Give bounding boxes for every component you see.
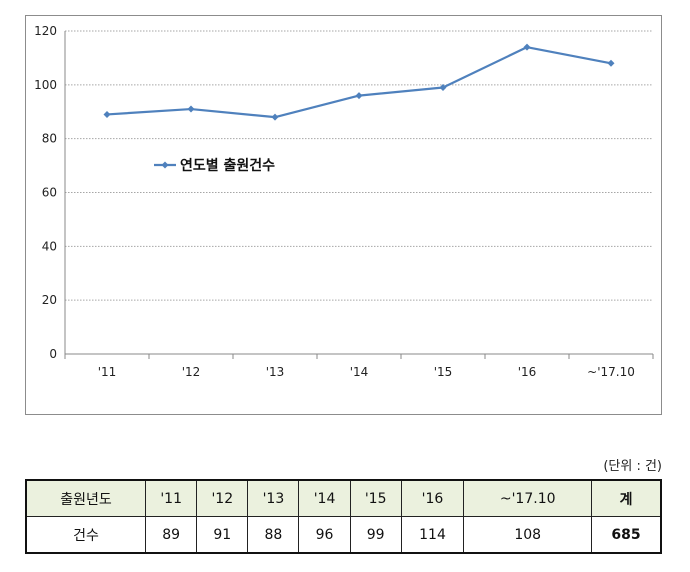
year-cell: '16 [400, 479, 465, 517]
y-tick-label: 120 [34, 24, 57, 38]
x-tick-label: '12 [182, 365, 201, 379]
count-cell: 89 [145, 516, 198, 554]
data-point [103, 110, 111, 118]
year-cell: '13 [247, 479, 300, 517]
year-cell: ~'17.10 [463, 479, 593, 517]
count-cell: 88 [247, 516, 300, 554]
y-tick-label: 40 [42, 239, 57, 253]
y-tick-label: 80 [42, 132, 57, 146]
x-tick-label: ~'17.10 [587, 365, 635, 379]
data-point [187, 105, 195, 113]
x-tick-label: '13 [266, 365, 285, 379]
data-point [355, 92, 363, 100]
table-header-row: 출원년도 '11 '12 '13 '14 '15 '16 ~'17.10 계 [25, 479, 662, 517]
count-cell: 108 [463, 516, 593, 554]
line-chart: 0 20 40 60 80 100 120 '11 '12 '13 '14 '15 '16 ~'17.10… [34, 24, 654, 379]
unit-note: (단위 : 건) [603, 459, 662, 474]
header-label-cell: 출원년도 [25, 479, 147, 517]
row-label-cell: 건수 [25, 516, 147, 554]
total-count-cell: 685 [591, 516, 662, 554]
count-cell: 114 [400, 516, 465, 554]
data-point [439, 84, 447, 92]
x-tick-label: '11 [98, 365, 117, 379]
table-row: 건수 89 91 88 96 99 114 108 685 [25, 516, 662, 554]
legend-marker [161, 161, 169, 169]
y-tick-label: 100 [34, 78, 57, 92]
year-cell: '11 [145, 479, 198, 517]
total-label-cell: 계 [591, 479, 662, 517]
y-tick-label: 60 [42, 186, 57, 200]
year-cell: '12 [196, 479, 249, 517]
series-line [106, 46, 612, 119]
x-tick-label: '16 [518, 365, 537, 379]
count-cell: 96 [298, 516, 351, 554]
data-point [523, 43, 531, 51]
year-cell: '14 [298, 479, 351, 517]
data-point [271, 113, 279, 121]
y-tick-label: 0 [49, 347, 57, 361]
data-point [607, 59, 615, 67]
data-table: 출원년도 '11 '12 '13 '14 '15 '16 ~'17.10 계 건… [25, 479, 662, 554]
count-cell: 99 [349, 516, 402, 554]
y-tick-label: 20 [42, 293, 57, 307]
chart-frame: 0 20 40 60 80 100 120 '11 '12 '13 '14 '15 '16 ~'17.10… [25, 15, 662, 415]
x-tick-label: '14 [350, 365, 369, 379]
count-cell: 91 [196, 516, 249, 554]
x-tick-label: '15 [434, 365, 453, 379]
legend-label: 연도별 출원건수 [180, 157, 275, 174]
year-cell: '15 [349, 479, 402, 517]
